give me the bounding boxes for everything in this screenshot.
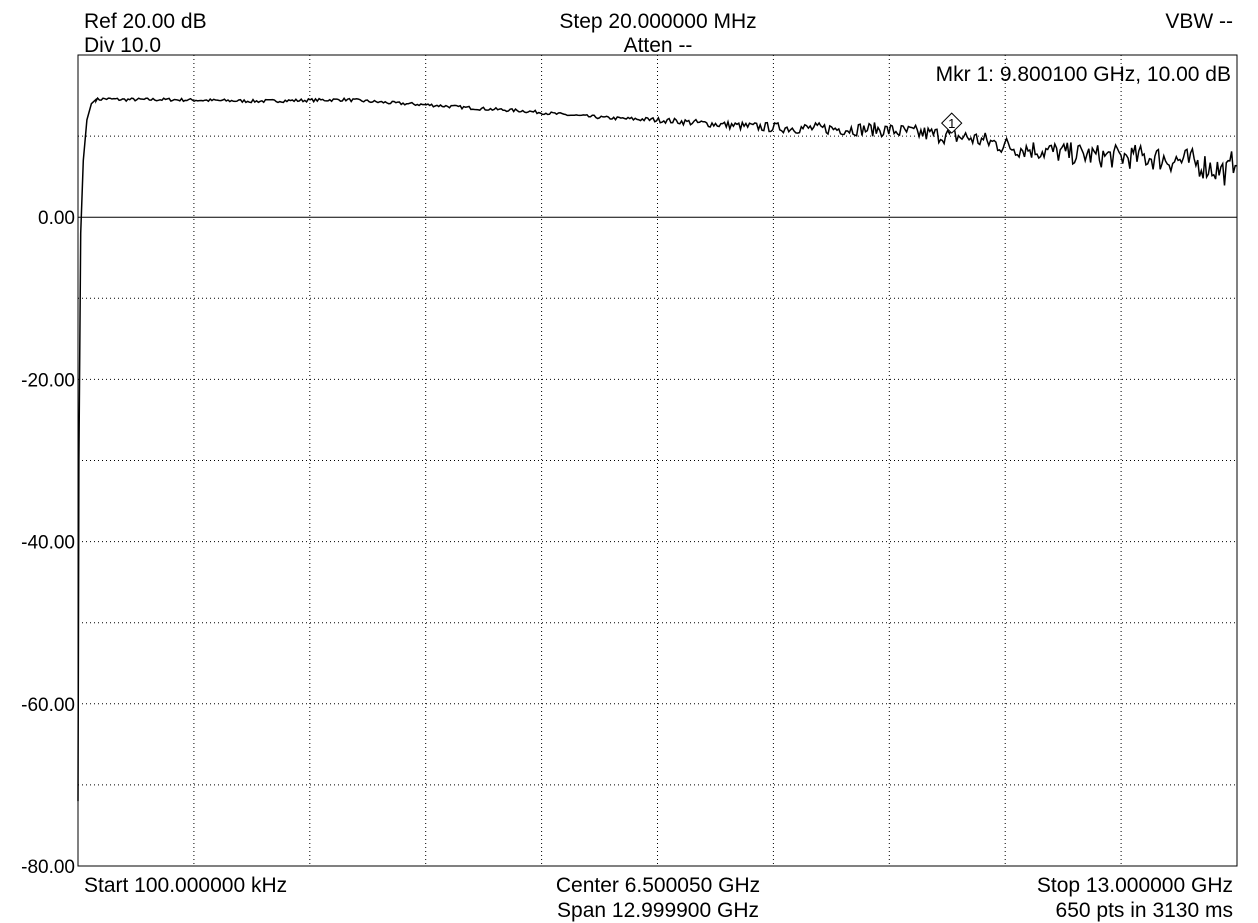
y-tick-label: -20.00	[21, 370, 75, 391]
y-tick-label: -40.00	[21, 533, 75, 554]
points-label: 650 pts in 3130 ms	[1055, 899, 1233, 922]
marker-number: 1	[948, 116, 955, 131]
marker-diamond-icon	[941, 112, 963, 134]
trace-line	[77, 96, 1238, 802]
span-label: Span 12.999900 GHz	[557, 899, 759, 922]
grid-lines	[78, 55, 1237, 866]
atten-label: Atten --	[623, 34, 693, 57]
vbw-label: VBW --	[1165, 10, 1233, 33]
y-tick-label: 0.00	[38, 208, 75, 229]
y-tick-label: -60.00	[21, 695, 75, 716]
stop-freq-label: Stop 13.000000 GHz	[1036, 874, 1233, 897]
marker-1[interactable]: 1	[941, 112, 963, 134]
start-freq-label: Start 100.000000 kHz	[84, 874, 288, 897]
center-freq-label: Center 6.500050 GHz	[555, 874, 761, 897]
step-label: Step 20.000000 MHz	[559, 10, 757, 33]
div-label: Div 10.0	[84, 34, 162, 57]
y-tick-labels: 0.00 -20.00 -40.00 -60.00 -80.00	[21, 208, 75, 878]
plot-frame	[77, 54, 1238, 867]
y-tick-label: -80.00	[21, 857, 75, 878]
ref-level-label: Ref 20.00 dB	[84, 10, 207, 33]
marker-readout: Mkr 1: 9.800100 GHz, 10.00 dB	[935, 63, 1231, 86]
